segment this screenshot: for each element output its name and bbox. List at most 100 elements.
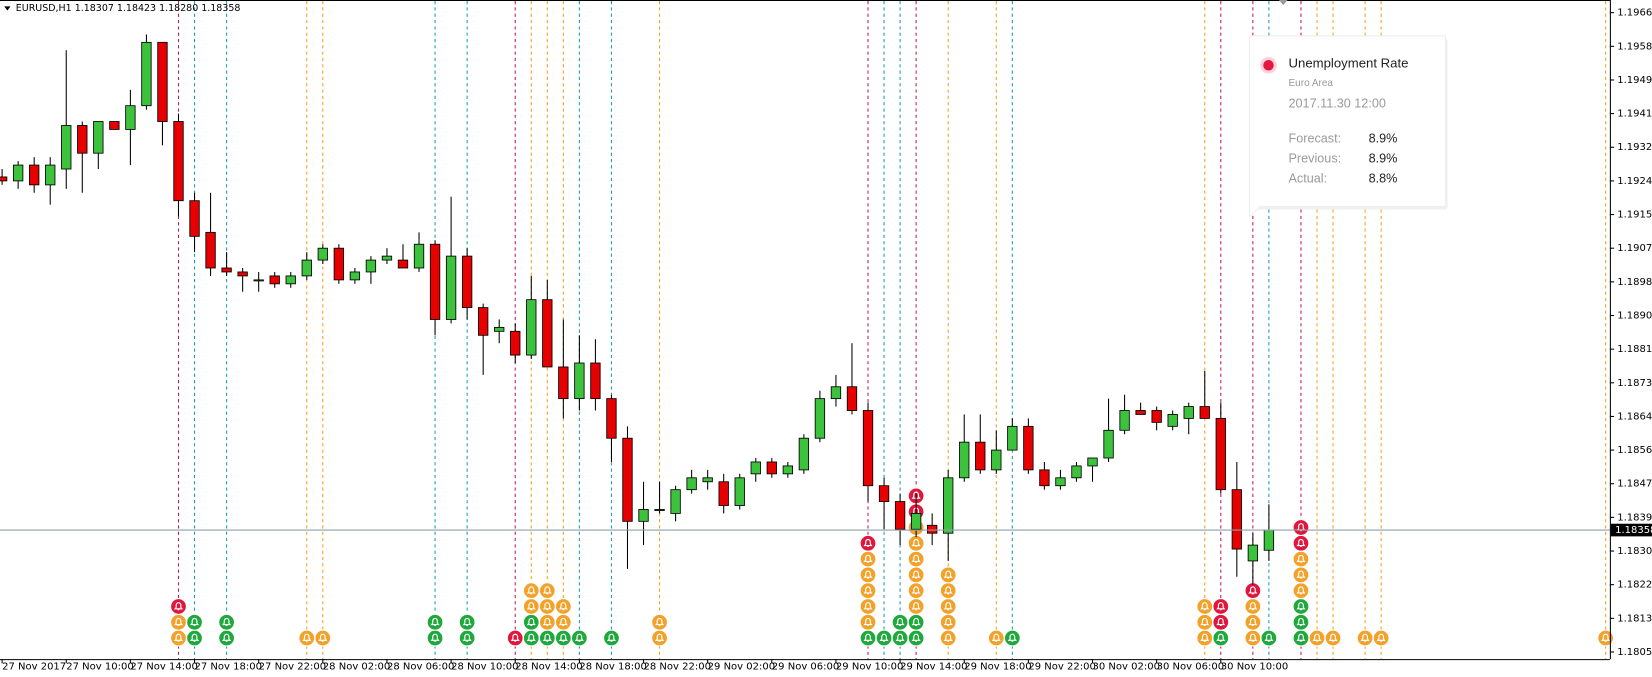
event-dot [1292,598,1310,615]
event-marker[interactable] [907,598,925,615]
event-marker[interactable] [939,629,957,647]
event-marker[interactable] [939,566,957,584]
event-dot [314,629,332,647]
event-marker[interactable] [218,629,236,647]
menu-arrow[interactable] [4,6,11,11]
event-marker[interactable] [891,629,909,647]
candle-body [285,275,296,285]
event-marker[interactable] [1196,629,1214,647]
event-marker[interactable] [987,629,1005,647]
event-marker[interactable] [651,629,668,647]
event-marker[interactable] [458,613,476,631]
event-marker[interactable] [603,629,620,647]
event-dot [1260,629,1278,647]
event-marker[interactable] [1212,598,1230,615]
bell-icon [462,633,472,642]
candle-body [894,501,906,530]
event-marker[interactable] [1308,629,1326,647]
event-marker[interactable] [1356,629,1374,647]
event-marker[interactable] [907,613,925,631]
candle-body [12,164,24,182]
event-marker[interactable] [426,613,444,631]
event-marker[interactable] [1212,629,1230,647]
event-marker[interactable] [1003,629,1021,647]
event-marker[interactable] [458,629,476,647]
event-marker[interactable] [1372,629,1390,647]
event-marker[interactable] [186,629,203,647]
event-marker[interactable] [298,629,316,647]
candle-body [365,259,377,273]
bell-icon [1200,602,1210,611]
event-marker[interactable] [875,629,893,647]
event-marker[interactable] [1244,582,1262,600]
event-marker[interactable] [859,550,877,568]
event-marker[interactable] [651,613,668,631]
event-marker[interactable] [538,629,556,647]
event-marker[interactable] [1260,629,1278,647]
event-marker[interactable] [859,613,877,631]
event-marker[interactable] [907,566,925,584]
event-dot [907,566,925,584]
event-marker[interactable] [891,613,909,631]
event-marker[interactable] [522,598,540,615]
event-marker[interactable] [506,629,524,647]
event-dot [859,550,877,568]
event-marker[interactable] [859,582,877,600]
event-marker[interactable] [538,582,556,600]
event-marker[interactable] [1292,598,1310,615]
event-marker[interactable] [186,613,203,631]
event-marker[interactable] [859,629,877,647]
event-marker[interactable] [1196,598,1214,615]
bell-icon [863,602,873,611]
event-marker[interactable] [1292,534,1310,552]
event-marker[interactable] [538,613,556,631]
event-marker[interactable] [1292,550,1310,568]
bell-icon [222,617,232,626]
event-marker[interactable] [170,613,187,631]
event-marker[interactable] [1292,566,1310,584]
event-marker[interactable] [907,534,925,552]
event-marker[interactable] [1244,613,1262,631]
event-marker[interactable] [1196,613,1214,631]
event-marker[interactable] [1212,613,1230,631]
event-marker[interactable] [939,613,957,631]
event-marker[interactable] [1292,519,1310,536]
event-marker[interactable] [170,598,187,615]
event-marker[interactable] [1292,613,1310,631]
bell-icon [895,633,905,642]
event-marker[interactable] [1597,629,1615,647]
event-marker[interactable] [554,613,572,631]
event-marker[interactable] [522,629,540,647]
event-marker[interactable] [859,598,877,615]
event-marker[interactable] [314,629,332,647]
event-marker[interactable] [538,598,556,615]
event-marker[interactable] [859,534,877,552]
event-marker[interactable] [1324,629,1342,647]
x-tick-label: 28 Nov 10:00 [451,661,518,672]
event-marker[interactable] [1292,582,1310,600]
event-marker[interactable] [554,629,572,647]
event-marker[interactable] [907,582,925,600]
event-marker[interactable] [859,566,877,584]
event-marker[interactable] [1244,598,1262,615]
y-tick-label: 1.18985 [1617,277,1652,288]
event-marker[interactable] [170,629,187,647]
event-marker[interactable] [426,629,444,647]
event-marker[interactable] [522,582,540,600]
event-marker[interactable] [907,550,925,568]
event-marker[interactable] [907,629,925,647]
event-marker[interactable] [1244,629,1262,647]
y-tick-label: 1.19155 [1617,210,1652,221]
candle-body [686,477,697,491]
event-marker[interactable] [522,613,540,631]
event-marker[interactable] [1292,629,1310,647]
event-marker[interactable] [939,598,957,615]
y-tick-label: 1.18390 [1617,512,1652,523]
event-marker[interactable] [218,613,236,631]
event-marker[interactable] [939,582,957,600]
event-dot [907,534,925,552]
y-tick-label: 1.19495 [1617,75,1652,86]
event-marker[interactable] [554,598,572,615]
candle-body [862,410,874,487]
event-marker[interactable] [570,629,588,647]
